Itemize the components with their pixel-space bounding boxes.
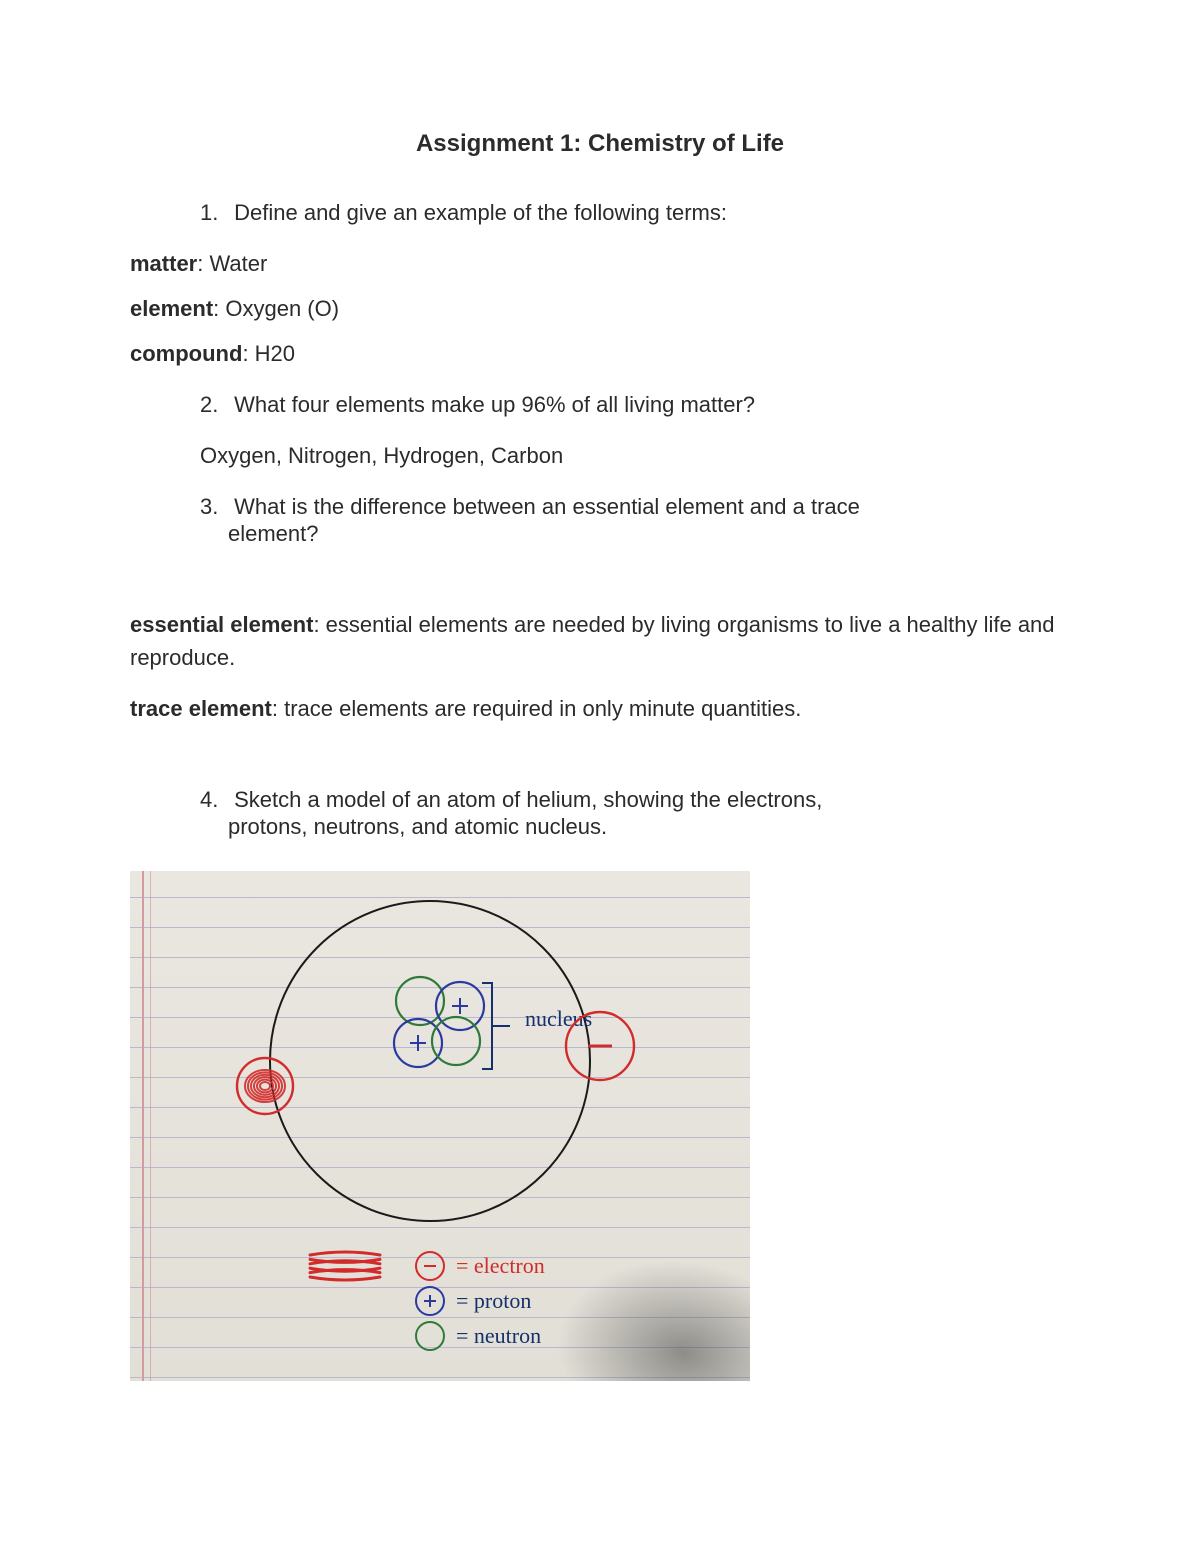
q2: 2. What four elements make up 96% of all… [130,388,1070,421]
element-label: element [130,296,213,321]
matter-label: matter [130,251,197,276]
page-title: Assignment 1: Chemistry of Life [130,130,1070,158]
q2-answer: Oxygen, Nitrogen, Hydrogen, Carbon [130,439,1070,472]
q3-text-a: What is the difference between an essent… [234,494,860,519]
svg-text:= electron: = electron [456,1253,545,1278]
compound-value: : H20 [242,341,295,366]
q4-number: 4. [200,783,228,816]
trace-label: trace element [130,696,272,721]
q4-text-a: Sketch a model of an atom of helium, sho… [234,787,822,812]
q2-number: 2. [200,388,228,421]
matter-value: : Water [197,251,267,276]
element-value: : Oxygen (O) [213,296,339,321]
q3-number: 3. [200,490,228,523]
q1-text: Define and give an example of the follow… [234,200,727,225]
q1-matter: matter: Water [130,247,1070,280]
q1: 1. Define and give an example of the fol… [130,196,1070,229]
trace-value: : trace elements are required in only mi… [272,696,802,721]
essential-label: essential element [130,612,313,637]
q1-number: 1. [200,196,228,229]
compound-label: compound [130,341,242,366]
q3-trace: trace element: trace elements are requir… [130,692,1070,725]
atom-sketch: nucleus= electron= proton= neutron [130,871,750,1381]
document-page: Assignment 1: Chemistry of Life 1. Defin… [0,0,1200,1553]
q4-text-b: protons, neutrons, and atomic nucleus. [130,810,1070,843]
q3-essential: essential element: essential elements ar… [130,608,1070,674]
q1-element: element: Oxygen (O) [130,292,1070,325]
q2-text: What four elements make up 96% of all li… [234,392,755,417]
svg-text:= proton: = proton [456,1288,531,1313]
photo-shadow [519,1224,750,1381]
q1-compound: compound: H20 [130,337,1070,370]
